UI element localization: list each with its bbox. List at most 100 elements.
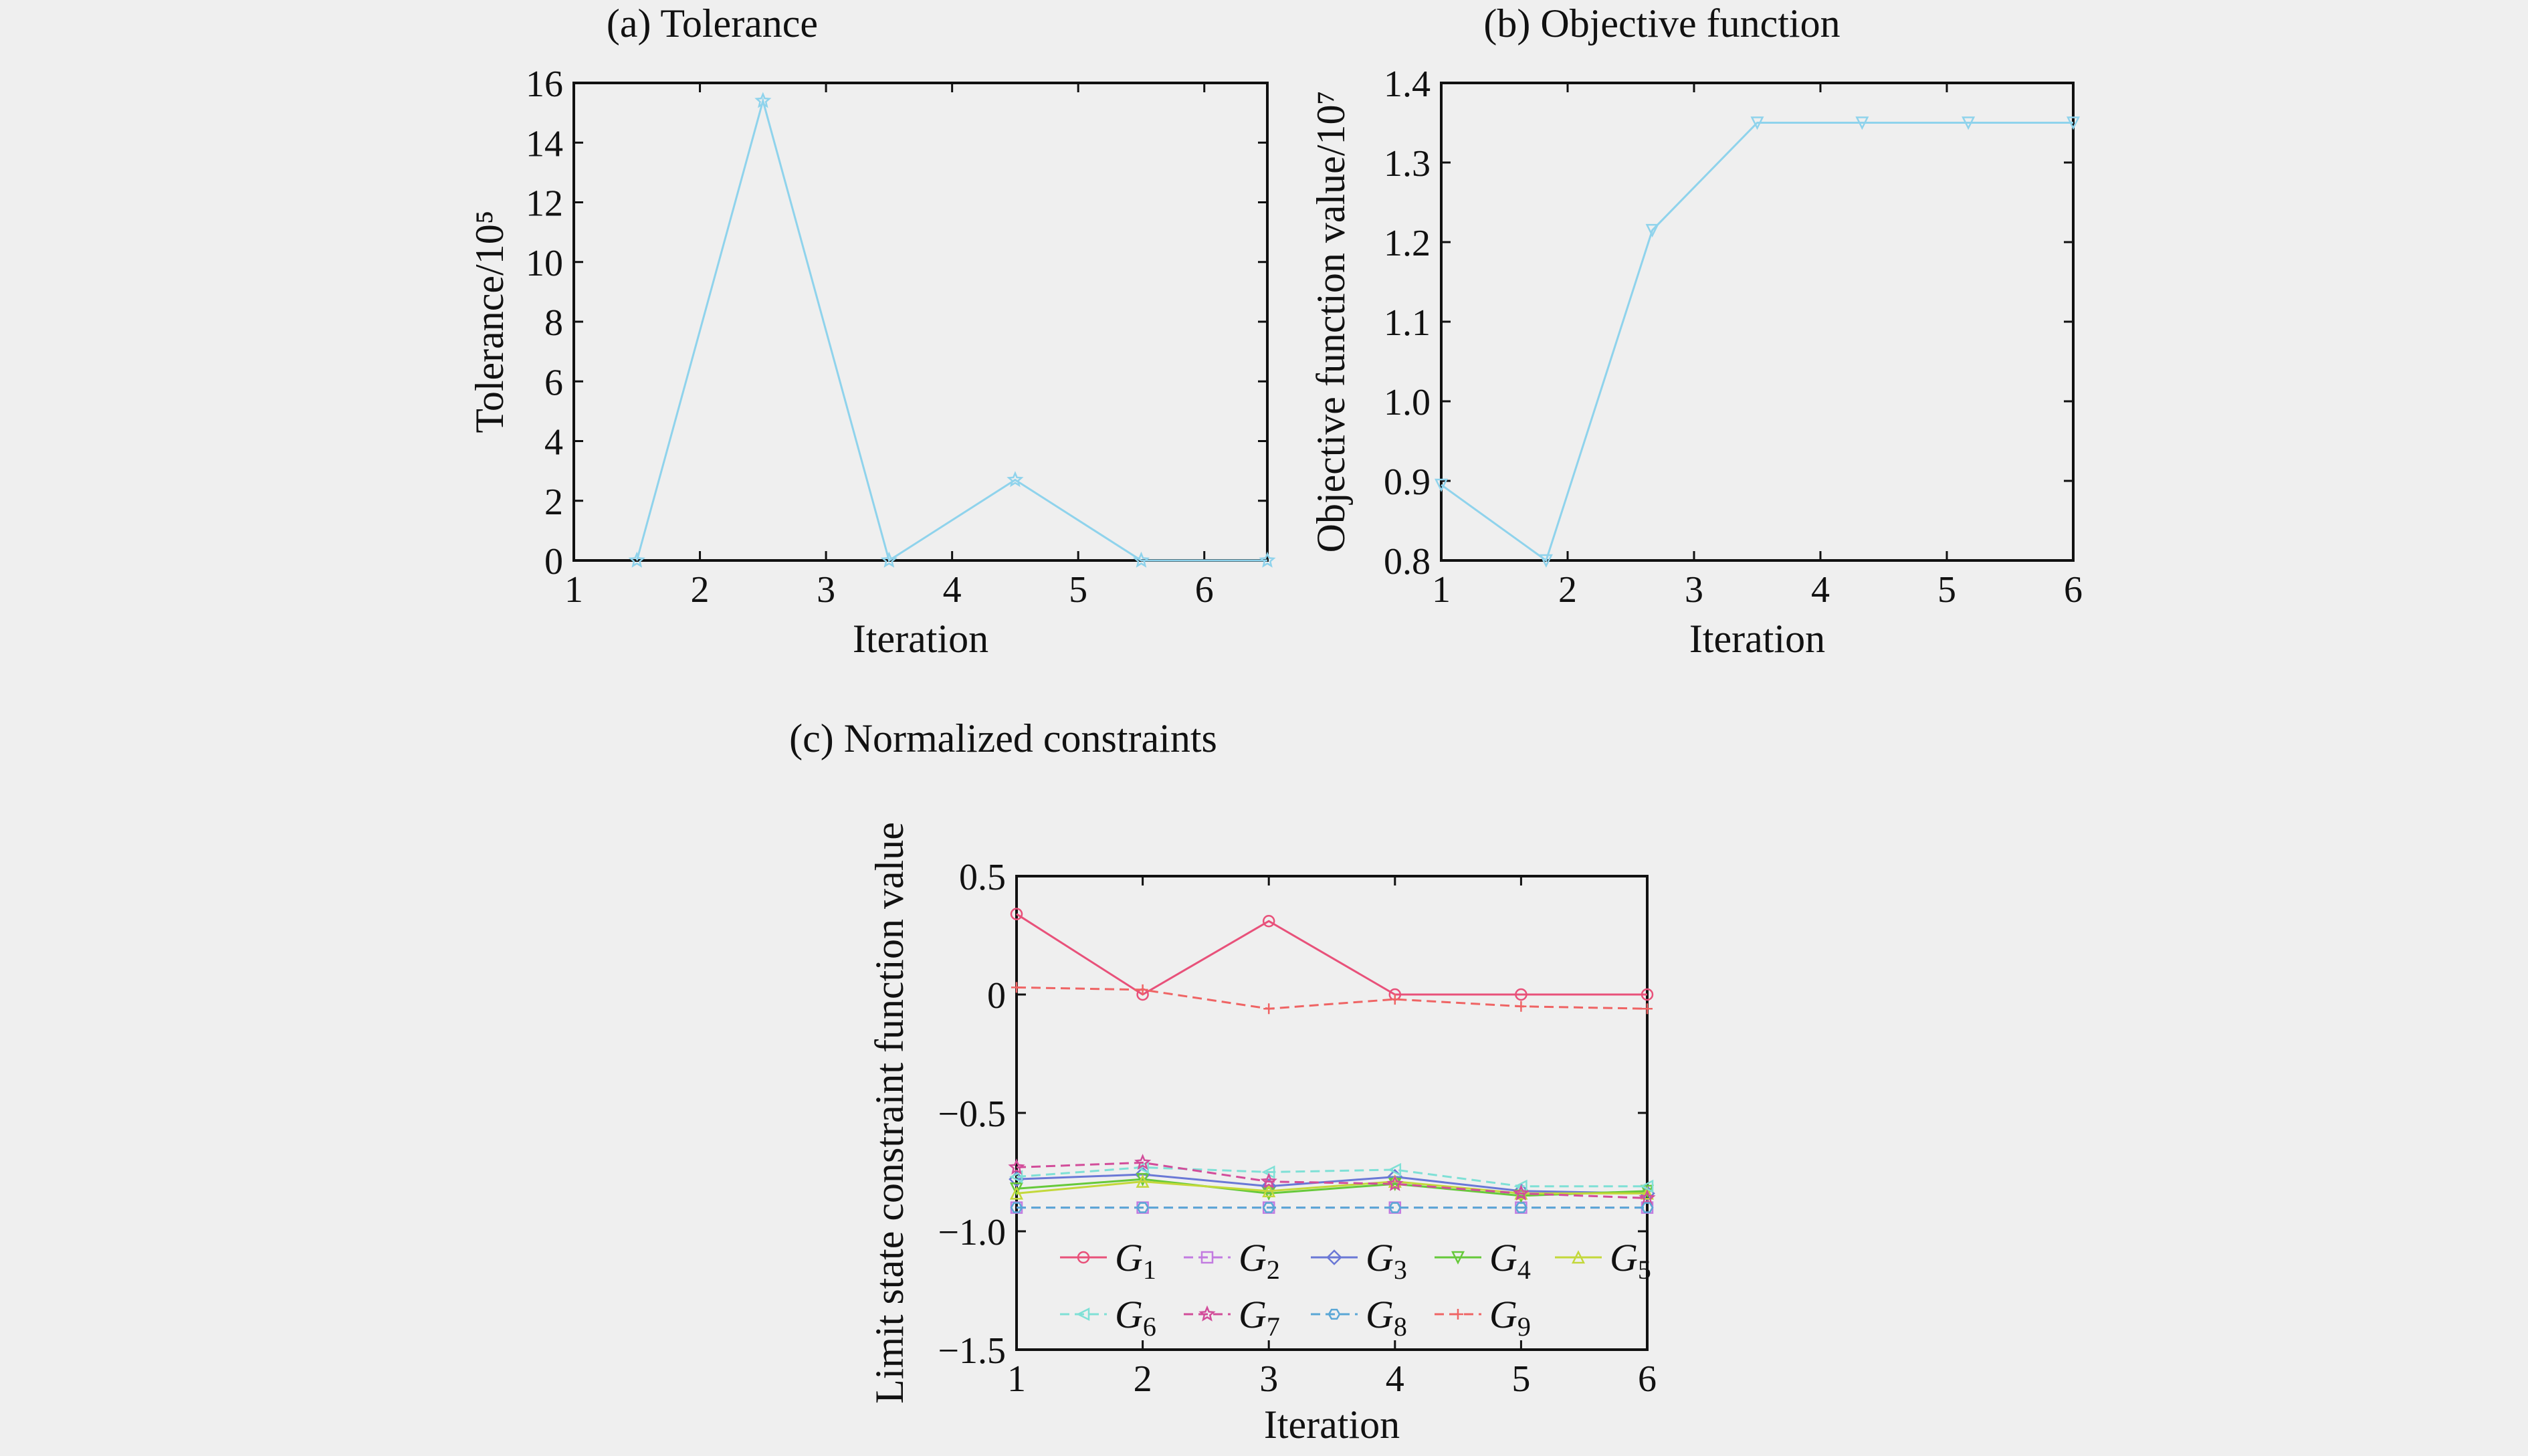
data-point (1132, 551, 1150, 568)
x-tick-label: 5 (1069, 569, 1087, 611)
legend-marker (1571, 1250, 1586, 1264)
y-tick-label: 6 (544, 362, 563, 403)
y-tick-label: 1.2 (1384, 223, 1431, 264)
data-point (1962, 116, 1976, 130)
data-point (880, 551, 898, 568)
x-tick-label: 1 (1007, 1358, 1026, 1400)
chart-title: (c) Normalized constraints (789, 716, 1217, 760)
legend-marker (1451, 1251, 1465, 1265)
legend-marker (1076, 1307, 1090, 1322)
series-line-0 (635, 97, 1267, 562)
data-point (1434, 478, 1449, 492)
legend-label: G6 (1115, 1293, 1156, 1342)
data-point (1388, 1162, 1402, 1176)
y-tick-label: 14 (526, 123, 563, 165)
legend-label: G3 (1366, 1236, 1407, 1285)
chart-title: (b) Objective function (1483, 1, 1840, 45)
y-tick-label: 0.5 (959, 857, 1006, 898)
x-axis-label: Iteration (1264, 1402, 1400, 1447)
x-tick-label: 2 (1134, 1358, 1152, 1400)
x-tick-label: 4 (1811, 569, 1830, 611)
x-tick-label: 1 (564, 569, 583, 611)
y-tick-label: 4 (544, 422, 563, 463)
series-line-0 (1441, 122, 2073, 562)
legend-label: G1 (1115, 1236, 1156, 1285)
legend-marker (1200, 1251, 1214, 1264)
y-axis-label: Limit state constraint function value (867, 822, 912, 1404)
y-tick-label: 1.4 (1384, 64, 1431, 105)
data-point (1514, 1202, 1528, 1213)
x-tick-label: 1 (1432, 569, 1451, 611)
y-tick-label: 0 (544, 541, 563, 583)
x-tick-label: 6 (1195, 569, 1214, 611)
data-point (1009, 1186, 1024, 1200)
x-tick-label: 5 (1937, 569, 1956, 611)
data-point (1136, 1172, 1150, 1186)
legend-subscript: 1 (1143, 1255, 1156, 1285)
legend-subscript: 3 (1394, 1255, 1407, 1285)
data-point (2066, 116, 2081, 130)
legend: G1 G2 G3 G4 G5 G6 G7 G8 G9 (1060, 1236, 1651, 1342)
series-line-4 (1016, 1178, 1648, 1197)
series-line-7 (1016, 1161, 1648, 1199)
chart-panel-b: (b) Objective function 1 2 3 4 5 6 0.8 0.9 1.0 1.1… (1309, 1, 2083, 661)
legend-label: G9 (1489, 1293, 1531, 1342)
data-point (1515, 1001, 1527, 1012)
legend-subscript: 6 (1143, 1312, 1156, 1342)
data-point (1389, 994, 1400, 1005)
data-point (1645, 223, 1659, 237)
legend-label: G4 (1489, 1236, 1531, 1285)
y-tick-label: −1.0 (938, 1212, 1006, 1253)
data-point (1259, 551, 1276, 568)
y-tick-label: −1.5 (938, 1330, 1006, 1372)
y-tick-label: 2 (544, 482, 563, 523)
chart-panel-c: (c) Normalized constraints 1 2 3 4 5 6 −1.5 −1.0… (789, 716, 1657, 1447)
y-axis-label: Objective function value/10⁷ (1309, 91, 1353, 553)
x-tick-label: 2 (691, 569, 710, 611)
data-point (1009, 1182, 1024, 1197)
x-tick-label: 2 (1558, 569, 1577, 611)
y-tick-label: 0.9 (1384, 461, 1431, 503)
y-tick-label: −0.5 (938, 1094, 1006, 1135)
x-tick-label: 6 (2064, 569, 2083, 611)
legend-subscript: 7 (1267, 1312, 1280, 1342)
data-point (1136, 1174, 1150, 1188)
series-line-6 (1016, 1166, 1647, 1188)
data-point (1642, 1003, 1653, 1015)
x-axis-label: Iteration (853, 617, 988, 661)
data-point (1007, 471, 1024, 488)
x-tick-label: 4 (943, 569, 962, 611)
data-point (1010, 1202, 1023, 1213)
data-point (1641, 1202, 1654, 1213)
data-point (1008, 1158, 1025, 1175)
legend-marker (1198, 1305, 1216, 1322)
legend-marker (1328, 1308, 1341, 1320)
data-point (1262, 1202, 1275, 1213)
plot-frame (1440, 82, 2075, 562)
series-line-5 (1016, 1180, 1647, 1194)
legend-subscript: 9 (1517, 1312, 1531, 1342)
data-point (1010, 908, 1023, 920)
x-tick-label: 4 (1386, 1358, 1404, 1400)
data-point (1386, 1174, 1404, 1191)
data-point (1137, 984, 1148, 995)
legend-subscript: 5 (1638, 1255, 1651, 1285)
y-tick-label: 1.1 (1384, 302, 1431, 344)
data-point (1262, 915, 1275, 928)
y-tick-label: 1.3 (1384, 143, 1431, 185)
x-tick-label: 5 (1511, 1358, 1530, 1400)
data-point (1388, 1202, 1402, 1213)
y-tick-label: 10 (526, 243, 563, 284)
y-tick-label: 0 (987, 975, 1006, 1017)
data-point (1539, 554, 1553, 568)
data-point (1512, 1184, 1530, 1201)
x-tick-label: 3 (1685, 569, 1703, 611)
y-tick-label: 1.0 (1384, 382, 1431, 423)
legend-marker (1077, 1251, 1090, 1264)
legend-subscript: 4 (1517, 1255, 1531, 1285)
legend-subscript: 2 (1267, 1255, 1280, 1285)
data-point (1855, 116, 1869, 130)
data-point (1134, 1154, 1152, 1170)
y-tick-label: 16 (526, 64, 563, 105)
